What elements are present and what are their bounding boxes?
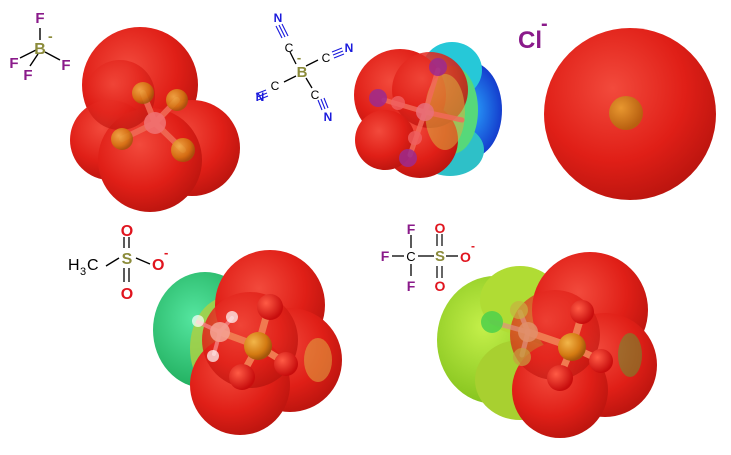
bf4-boron-atom bbox=[144, 112, 166, 134]
mesylate-sulfur-atom bbox=[244, 332, 272, 360]
tcb-panel: B - C N C N C N C N bbox=[256, 11, 502, 178]
triflate-oxygen-top: O bbox=[435, 220, 446, 236]
tcb-nitrogen-bottom: N bbox=[324, 110, 333, 124]
bf4-panel: F B - F F F bbox=[9, 10, 240, 212]
bf4-formula: F B - F F F bbox=[9, 10, 70, 84]
triflate-f-bottom: F bbox=[407, 278, 416, 294]
mesylate-oxygen-atom bbox=[274, 352, 298, 376]
chloride-charge: - bbox=[541, 13, 548, 35]
triflate-oxygen-right: O bbox=[460, 249, 471, 265]
bf4-fluorine-atom bbox=[166, 89, 188, 111]
triflate-formula: F F F C S O O O - bbox=[381, 220, 475, 294]
triflate-oxygen-atom bbox=[589, 349, 613, 373]
triflate-fluorine-atom bbox=[481, 311, 503, 333]
chloride-symbol: Cl bbox=[518, 27, 542, 54]
tcb-carbon-bottom: C bbox=[311, 88, 320, 102]
bf4-fluorine-atom bbox=[111, 128, 133, 150]
mesylate-h: H bbox=[68, 257, 80, 274]
mesylate-panel: H 3 C S O O O - bbox=[68, 223, 342, 435]
mesylate-oxygen-atom bbox=[257, 294, 283, 320]
tcb-nitrogen-atom bbox=[399, 149, 417, 167]
bf4-fluorine-atom bbox=[132, 82, 154, 104]
triflate-oxygen-atom bbox=[547, 365, 573, 391]
bf4-f-left: F bbox=[9, 55, 18, 72]
triflate-fluorine-atom bbox=[513, 348, 531, 366]
mesylate-charge: - bbox=[164, 245, 168, 260]
triflate-sulfur-atom bbox=[558, 333, 586, 361]
bf4-surface bbox=[70, 27, 240, 212]
mesylate-oxygen-bottom: O bbox=[121, 286, 133, 303]
tcb-charge: - bbox=[297, 50, 301, 65]
tcb-boron: B bbox=[297, 64, 308, 81]
bf4-f-right: F bbox=[61, 57, 70, 74]
mesylate-h-sub: 3 bbox=[80, 266, 86, 278]
tcb-nitrogen-top: N bbox=[274, 11, 283, 25]
bf4-fluorine-atom bbox=[171, 138, 195, 162]
tcb-nitrogen-atom bbox=[429, 58, 447, 76]
mesylate-oxygen-atom bbox=[229, 364, 255, 390]
triflate-oxygen-bottom: O bbox=[435, 278, 446, 294]
triflate-sulfur: S bbox=[435, 248, 445, 265]
tcb-nitrogen-left: N bbox=[256, 90, 265, 104]
mesylate-c: C bbox=[87, 257, 99, 274]
triflate-carbon-atom bbox=[518, 322, 538, 342]
chloride-panel: Cl - bbox=[518, 13, 716, 200]
bf4-f-bottom: F bbox=[23, 67, 32, 84]
bf4-boron: B bbox=[34, 41, 46, 58]
triflate-charge: - bbox=[471, 239, 475, 253]
mesylate-oxygen-top: O bbox=[121, 223, 133, 240]
mesylate-formula: H 3 C S O O O - bbox=[68, 223, 168, 303]
triflate-panel: F F F C S O O O - bbox=[381, 220, 657, 438]
bf4-charge: - bbox=[48, 28, 53, 44]
triflate-carbon: C bbox=[406, 249, 415, 264]
triflate-f-left: F bbox=[381, 248, 390, 264]
triflate-fluorine-atom bbox=[510, 301, 528, 319]
tcb-surface bbox=[354, 42, 502, 178]
mesylate-carbon-atom bbox=[210, 322, 230, 342]
chloride-atom bbox=[609, 96, 643, 130]
triflate-surface bbox=[437, 252, 657, 438]
tcb-carbon-left: C bbox=[271, 79, 280, 93]
mesylate-sulfur: S bbox=[122, 251, 133, 268]
tcb-nitrogen-atom bbox=[369, 89, 387, 107]
tcb-carbon-right: C bbox=[322, 51, 331, 65]
mesylate-oxygen-right: O bbox=[152, 257, 164, 274]
bf4-f-top: F bbox=[35, 10, 44, 27]
mesylate-surface bbox=[153, 250, 342, 435]
tcb-formula: B - C N C N C N C N bbox=[256, 11, 354, 124]
tcb-nitrogen-right: N bbox=[345, 41, 354, 55]
triflate-f-top: F bbox=[407, 221, 416, 237]
triflate-oxygen-atom bbox=[570, 300, 594, 324]
tcb-carbon-top: C bbox=[285, 41, 294, 55]
